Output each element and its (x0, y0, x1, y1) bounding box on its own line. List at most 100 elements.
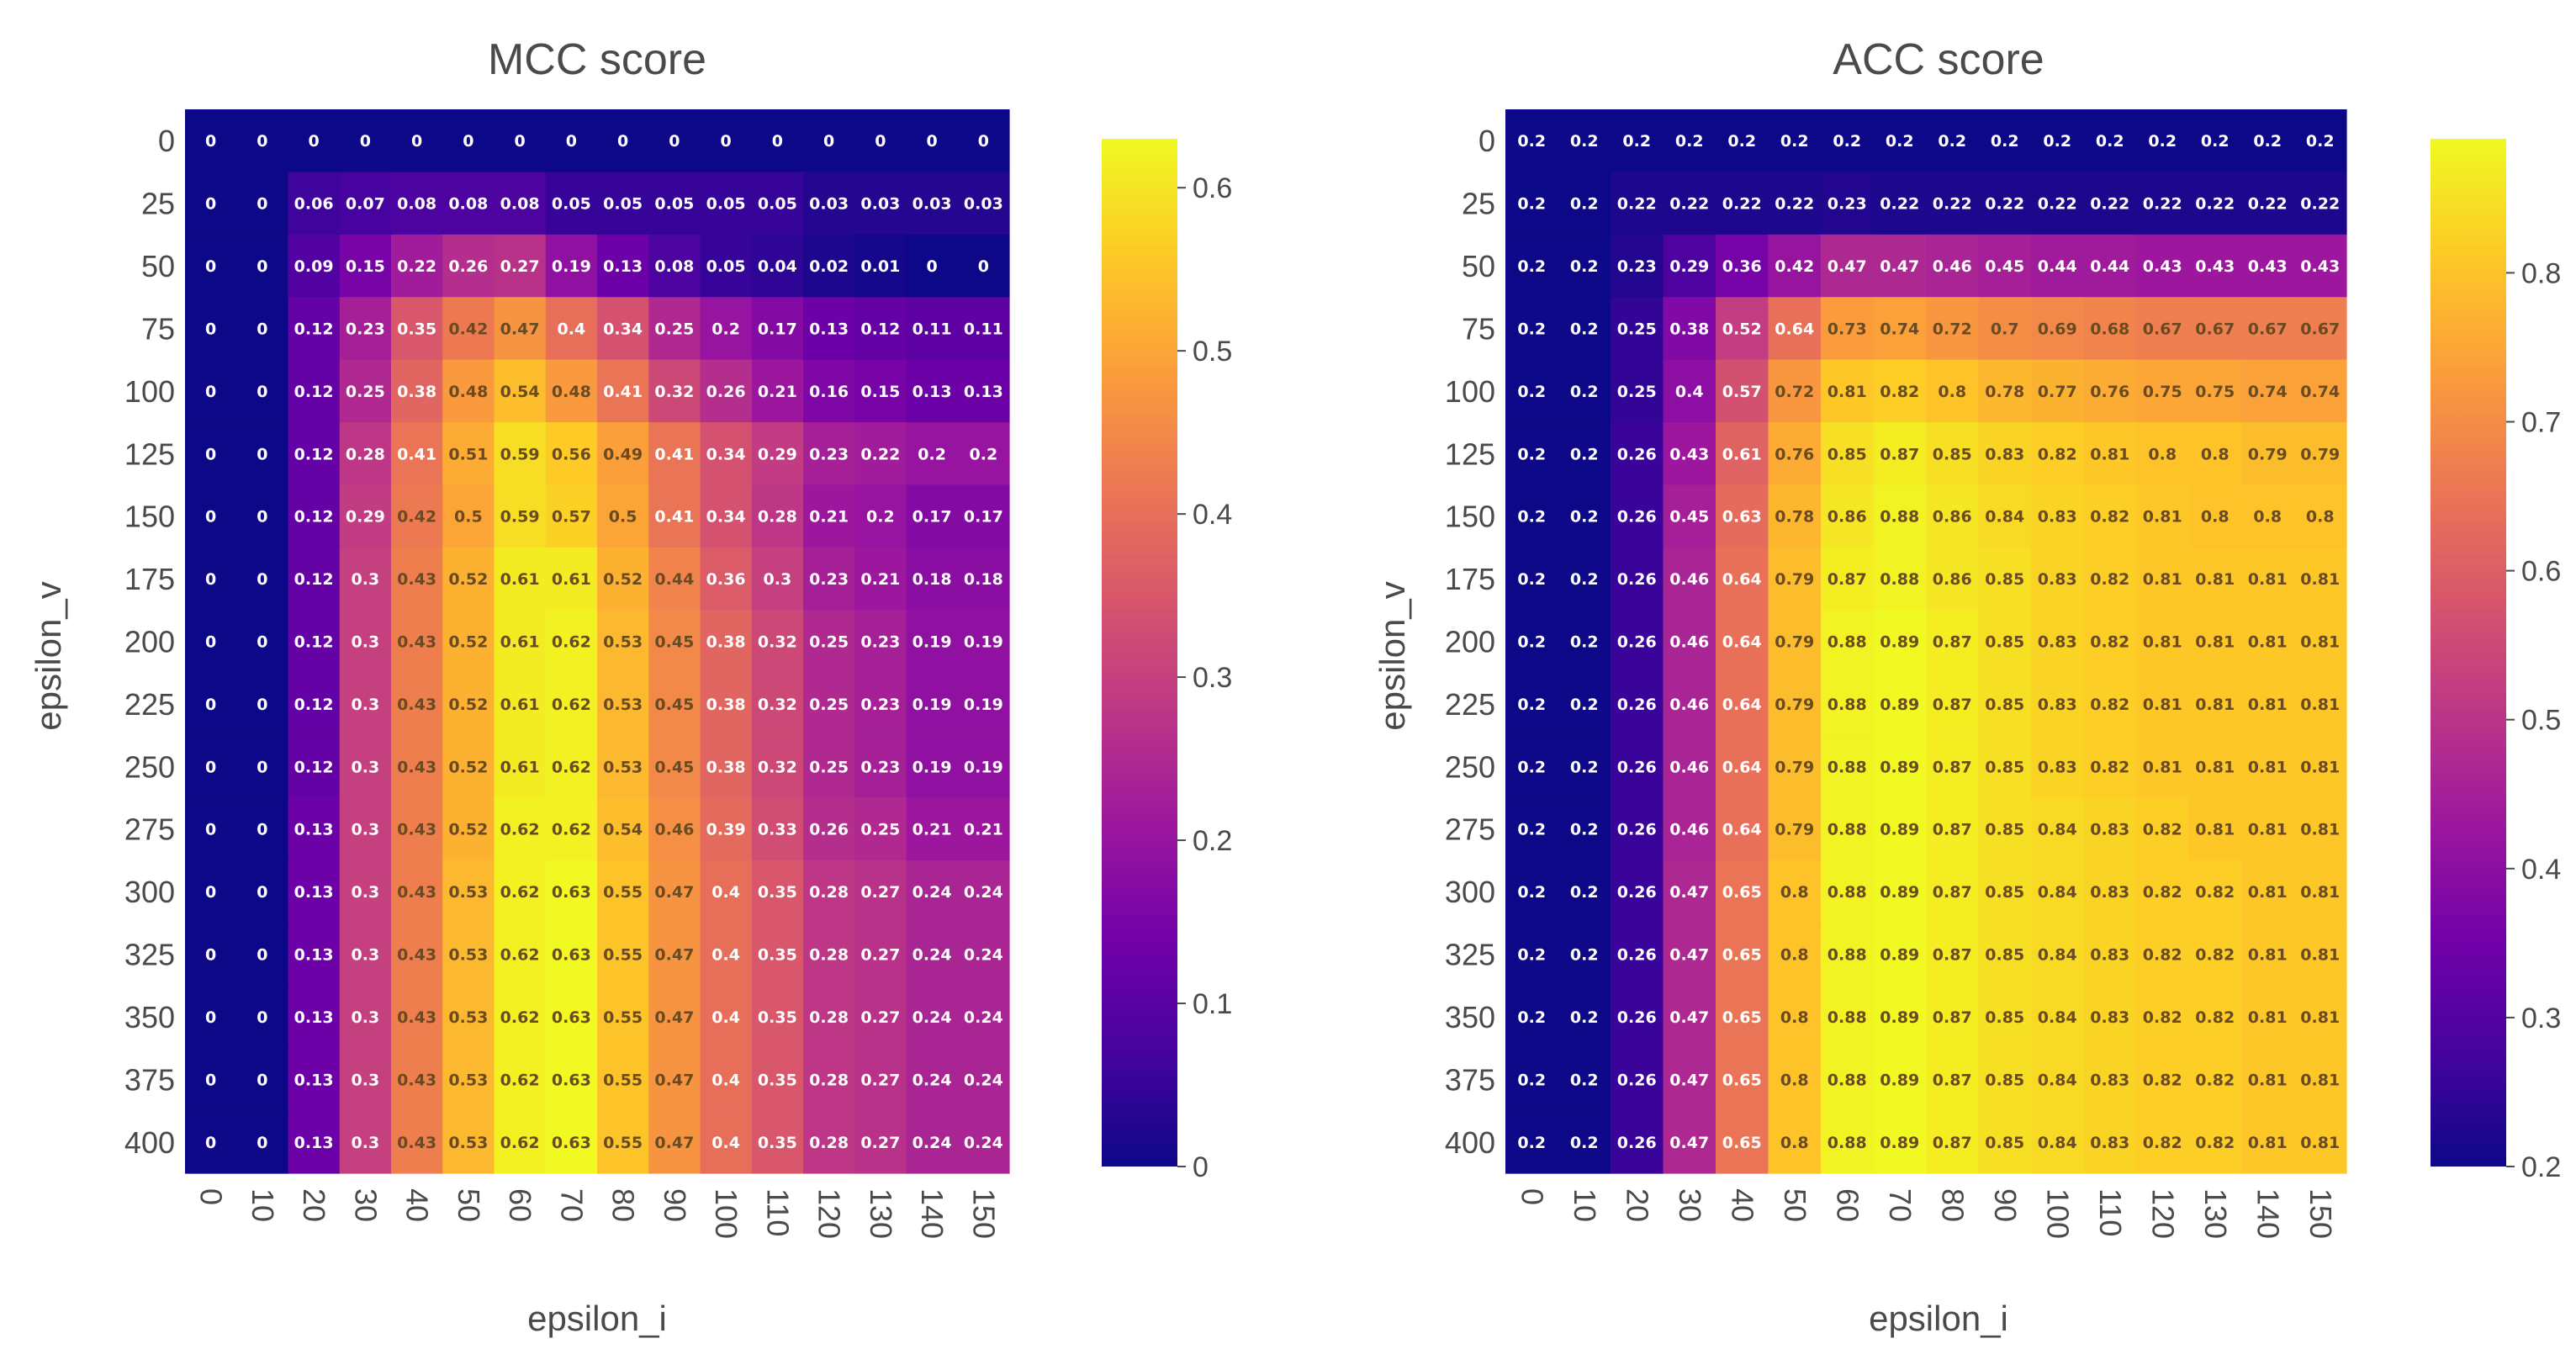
heatmap-cell (1716, 172, 1769, 235)
cell-value-label: 0.3 (352, 821, 380, 839)
cell-value-label: 0.8 (2201, 508, 2230, 526)
heatmap-cell (1611, 860, 1664, 923)
heatmap-cell (1611, 1048, 1664, 1112)
cell-value-label: 0.81 (2248, 1071, 2288, 1089)
heatmap-cell (2293, 985, 2347, 1049)
heatmap-cell (1611, 923, 1664, 987)
heatmap-cell (1716, 860, 1769, 923)
cell-value-label: 0 (257, 195, 267, 214)
cell-value-label: 0.24 (912, 883, 952, 902)
heatmap-cell (597, 860, 649, 923)
cell-value-label: 0.81 (2195, 821, 2235, 839)
heatmap-cell (2293, 1110, 2347, 1174)
heatmap-cell (751, 297, 804, 361)
heatmap-cell (2241, 172, 2295, 235)
x-tick-label: 120 (2145, 1188, 2180, 1239)
y-tick-label: 50 (1462, 249, 1495, 283)
cell-value-label: 0.22 (2038, 195, 2077, 214)
mcc-y-axis-title: epsilon_v (29, 581, 68, 730)
cell-value-label: 0.12 (294, 383, 334, 401)
cell-value-label: 0.68 (2090, 320, 2129, 338)
heatmap-cell (442, 923, 495, 987)
cell-value-label: 0.54 (603, 821, 643, 839)
cell-value-label: 0.85 (1985, 883, 2024, 902)
heatmap-cell (185, 985, 237, 1049)
heatmap-cell (391, 923, 443, 987)
y-tick-label: 100 (1445, 374, 1495, 409)
heatmap-cell (2083, 359, 2137, 423)
heatmap-cell (2031, 1110, 2085, 1174)
cell-value-label: 0.2 (1570, 1071, 1599, 1089)
cell-value-label: 0.61 (500, 570, 540, 589)
cell-value-label: 0.35 (397, 320, 436, 338)
cell-value-label: 0.23 (860, 633, 900, 652)
heatmap-cell (1821, 797, 1875, 861)
cell-value-label: 0.82 (2195, 1008, 2235, 1027)
acc-y-ticks: 0 25 50 75 100 125 150 175 200 225 250 275 300 325 350… (1445, 124, 1495, 1160)
heatmap-cell (648, 484, 701, 548)
cell-value-label: 0.82 (2143, 883, 2182, 902)
cell-value-label: 0.38 (706, 696, 746, 714)
heatmap-cell (906, 797, 959, 861)
cell-value-label: 0.81 (2300, 633, 2340, 652)
cell-value-label: 0.84 (2038, 883, 2077, 902)
y-tick-label: 250 (1445, 749, 1495, 784)
heatmap-cell (1926, 547, 1980, 611)
cell-value-label: 0.77 (2038, 383, 2077, 401)
heatmap-cell (442, 484, 495, 548)
cell-value-label: 0.81 (2143, 570, 2182, 589)
heatmap-cell (1768, 547, 1822, 611)
cell-value-label: 0.83 (2090, 1134, 2129, 1152)
heatmap-cell (751, 484, 804, 548)
heatmap-cell (2136, 234, 2190, 298)
y-tick-label: 175 (124, 562, 175, 596)
cell-value-label: 0.62 (500, 883, 540, 902)
cell-value-label: 0.28 (758, 508, 797, 526)
x-tick-label: 130 (864, 1188, 898, 1239)
cell-value-label: 0.12 (294, 445, 334, 463)
cell-value-label: 0.2 (1570, 570, 1599, 589)
cell-value-label: 0.03 (809, 195, 849, 214)
cell-value-label: 0.45 (1985, 257, 2024, 276)
x-tick-label: 10 (246, 1188, 280, 1222)
cell-value-label: 0.86 (1933, 508, 1972, 526)
heatmap-cell (1768, 923, 1822, 987)
cell-value-label: 0.72 (1933, 320, 1972, 338)
cell-value-label: 0.22 (2090, 195, 2129, 214)
heatmap-cell (597, 1110, 649, 1174)
cell-value-label: 0.84 (2038, 1071, 2077, 1089)
cell-value-label: 0 (978, 257, 989, 276)
cell-value-label: 0 (205, 383, 216, 401)
cell-value-label: 0.69 (2038, 320, 2077, 338)
heatmap-cell (1978, 985, 2032, 1049)
cell-value-label: 0.06 (294, 195, 334, 214)
heatmap-cell (339, 735, 392, 799)
heatmap-cell (545, 610, 598, 674)
heatmap-cell (288, 547, 341, 611)
heatmap-cell (494, 735, 547, 799)
cell-value-label: 0.29 (758, 445, 797, 463)
cell-value-label: 0.47 (654, 883, 694, 902)
heatmap-cell (288, 735, 341, 799)
heatmap-cell (1558, 735, 1611, 799)
cell-value-label: 0.26 (1617, 570, 1657, 589)
heatmap-cell (854, 359, 907, 423)
cell-value-label: 0.2 (1780, 132, 1809, 151)
cell-value-label: 0.34 (603, 320, 643, 338)
heatmap-cell (1926, 422, 1980, 486)
cell-value-label: 0 (772, 132, 783, 151)
heatmap-cell (597, 797, 649, 861)
heatmap-cell (700, 735, 753, 799)
cell-value-label: 0.81 (2300, 883, 2340, 902)
heatmap-cell (545, 422, 598, 486)
cell-value-label: 0.2 (866, 508, 895, 526)
heatmap-cell (700, 610, 753, 674)
cell-value-label: 0.23 (809, 445, 849, 463)
cell-value-label: 0.65 (1722, 883, 1762, 902)
heatmap-cell (442, 735, 495, 799)
cell-value-label: 0.81 (2300, 1008, 2340, 1027)
heatmap-cell (648, 1110, 701, 1174)
cell-value-label: 0.74 (2248, 383, 2288, 401)
heatmap-cell (1611, 672, 1664, 736)
